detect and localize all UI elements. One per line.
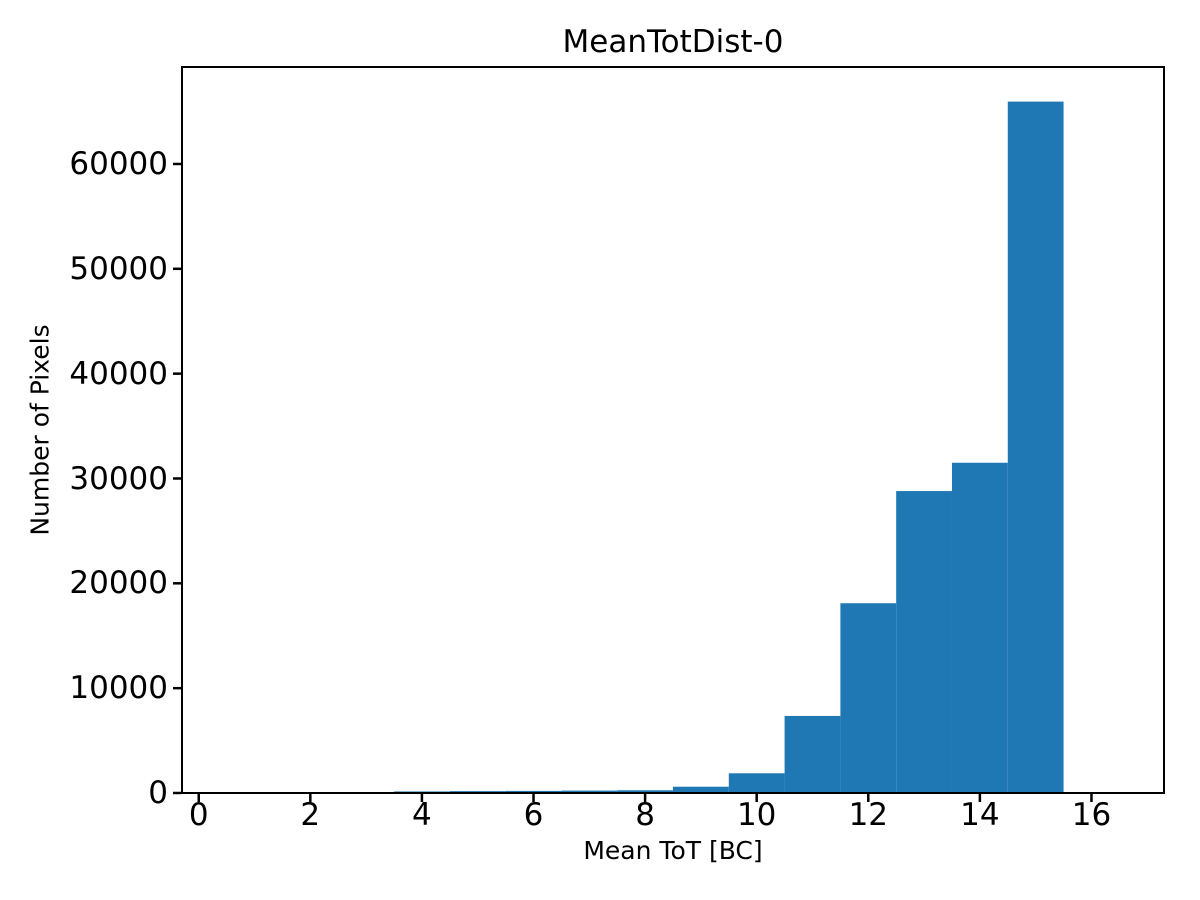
y-tick-label: 0: [148, 775, 168, 811]
x-axis-label: Mean ToT [BC]: [583, 836, 763, 865]
histogram-bar: [896, 491, 952, 793]
x-tick-label: 2: [300, 797, 321, 833]
x-tick-label: 6: [523, 797, 544, 833]
y-tick-label: 30000: [69, 460, 168, 497]
x-tick-label: 14: [960, 797, 1000, 833]
axes-spines: [181, 66, 1165, 794]
histogram-bar: [951, 462, 1008, 793]
histogram-bar: [840, 603, 897, 793]
x-tick-label: 16: [1071, 797, 1112, 833]
histogram-bar: [561, 790, 618, 793]
chart-title: MeanTotDist-0: [562, 24, 784, 60]
histogram-bar: [673, 786, 729, 793]
x-tick-label: 8: [635, 797, 655, 833]
histogram-bar: [784, 715, 841, 793]
y-tick-label: 20000: [69, 565, 168, 602]
x-tick-label: 0: [188, 797, 209, 833]
y-tick-label: 40000: [69, 355, 168, 392]
y-tick-label: 60000: [69, 146, 168, 182]
histogram-bar: [505, 790, 562, 793]
x-tick-label: 4: [412, 797, 432, 833]
y-tick-label: 50000: [69, 250, 168, 287]
y-tick-label: 10000: [69, 670, 168, 707]
histogram-bar: [728, 773, 785, 793]
x-tick-label: 10: [736, 797, 777, 833]
histogram-bar: [1007, 101, 1064, 794]
x-tick-label: 12: [848, 797, 889, 833]
histogram-bar: [617, 790, 673, 793]
